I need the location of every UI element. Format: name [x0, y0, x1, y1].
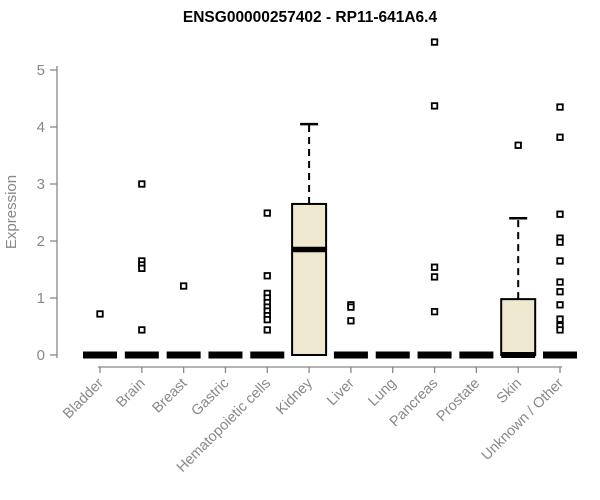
outlier-point	[556, 257, 564, 265]
outlier-point	[556, 288, 564, 296]
outlier-point	[556, 278, 564, 286]
box-skin	[500, 298, 537, 357]
zero-bar	[375, 351, 410, 359]
outlier-point	[179, 282, 188, 290]
zero-bar	[83, 351, 117, 359]
outlier-point	[263, 209, 271, 217]
chart-title: ENSG00000257402 - RP11-641A6.4	[183, 9, 438, 26]
outlier-point	[556, 326, 564, 334]
x-tick-label: Bladder	[60, 375, 107, 422]
zero-bar	[333, 351, 368, 359]
outlier-point	[556, 301, 564, 309]
outlier-point	[556, 103, 564, 111]
zero-bar	[459, 351, 494, 359]
x-tick-label: Breast	[150, 376, 191, 417]
outlier-point	[96, 310, 104, 318]
outlier-point	[556, 238, 564, 246]
box-kidney	[291, 202, 328, 356]
outlier-point	[430, 263, 439, 271]
outlier-point	[430, 308, 439, 316]
x-tick-label: Skin	[494, 376, 525, 407]
outlier-point	[430, 38, 439, 46]
x-tick-label: Lung	[365, 376, 399, 410]
outlier-point	[263, 316, 271, 324]
y-tick-label: 2	[37, 233, 45, 250]
y-tick-label: 5	[37, 62, 45, 79]
y-tick-label: 0	[37, 347, 45, 364]
zero-bar	[208, 351, 243, 359]
outlier-point	[138, 326, 146, 334]
outlier-point	[430, 102, 439, 110]
outlier-point	[263, 326, 271, 334]
zero-bar	[543, 351, 578, 359]
outlier-point	[347, 317, 355, 325]
outlier-point	[138, 264, 146, 273]
y-tick-label: 1	[37, 290, 45, 307]
y-tick-label: 3	[37, 176, 45, 193]
zero-bar	[417, 351, 452, 359]
y-tick-label: 4	[37, 119, 45, 136]
x-tick-label: Brain	[113, 376, 148, 411]
y-axis-label: Expression	[3, 175, 20, 249]
x-tick-label: Kidney	[273, 375, 316, 418]
outlier-point	[263, 272, 271, 280]
outlier-point	[556, 133, 564, 141]
zero-bar	[250, 351, 285, 359]
x-tick-label: Liver	[324, 375, 358, 409]
outlier-point	[347, 303, 355, 311]
outlier-point	[138, 180, 146, 188]
zero-bar	[124, 351, 159, 359]
outlier-point	[430, 273, 439, 281]
x-tick-label: Prostate	[434, 376, 483, 425]
zero-bar	[166, 351, 201, 359]
outlier-point	[556, 315, 564, 323]
outlier-point	[556, 210, 564, 218]
outlier-point	[514, 141, 522, 149]
